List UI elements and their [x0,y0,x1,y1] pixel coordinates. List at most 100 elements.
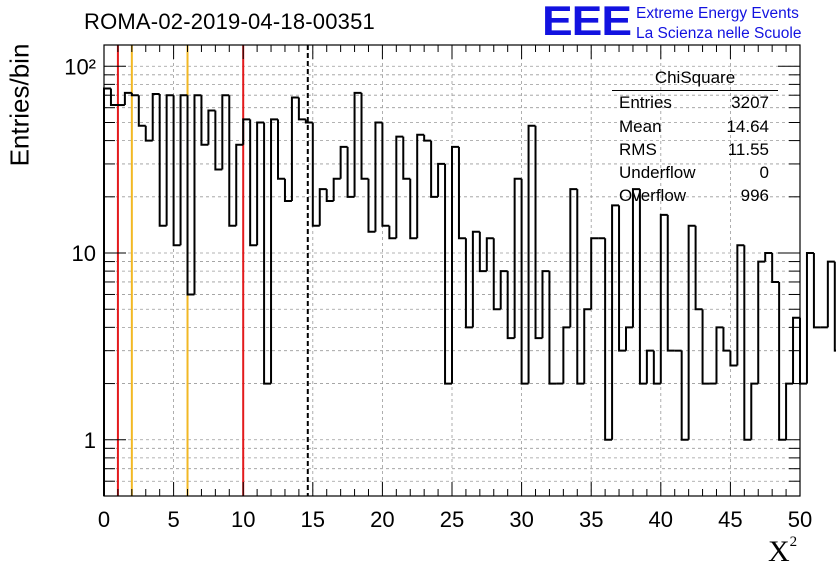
histogram-bin [645,349,654,384]
y-tick-label: 10 [72,241,96,266]
histogram-bin [283,178,292,202]
histogram-bin [290,96,299,201]
stats-row-mean: Mean 14.64 [619,117,769,137]
histogram-bin [311,122,320,227]
histogram-bin [277,119,285,180]
stats-divider [612,90,778,91]
histogram-bin [353,91,362,197]
histogram-bin [172,95,181,247]
stats-value: 3207 [731,93,769,112]
stats-row-underflow: Underflow 0 [619,163,769,183]
histogram-bin [548,271,557,385]
x-tick-label: 40 [649,507,673,532]
histogram-bin [318,188,327,226]
x-tick-label: 35 [579,507,603,532]
histogram-bin [214,110,223,171]
stats-value: 0 [759,163,769,182]
x-tick-label: 5 [167,507,179,532]
histogram-bin [388,225,397,240]
histogram-bin [444,163,452,385]
x-tick-label: 25 [440,507,464,532]
histogram-bin [569,188,578,328]
histogram-bin [499,270,508,310]
histogram-bin [228,95,237,227]
histogram-bin [520,178,529,385]
histogram-bin [304,119,313,124]
histogram-bin [242,118,251,145]
histogram-bin [659,213,668,384]
histogram-bin [625,326,633,351]
histogram-bin [534,125,543,340]
x-axis-label: X2 [768,534,798,568]
histogram-bin [485,237,494,272]
histogram-bin [395,135,404,239]
histogram-bin [687,224,696,440]
histogram-bin [743,245,752,441]
histogram-bin [430,140,439,198]
histogram-bin [652,350,661,385]
histogram-bin [471,230,480,328]
x-tick-label: 30 [509,507,533,532]
histogram-bin [416,133,425,239]
stats-label: Entries [619,93,672,112]
stats-label: Underflow [619,163,696,182]
histogram-bin [506,271,515,340]
histogram-bin [130,92,139,97]
histogram-bin [833,261,836,352]
histogram-bin [325,189,334,202]
histogram-bin [541,270,550,339]
histogram-bin [604,238,613,441]
histogram-bin [186,95,195,296]
histogram-bin [256,121,265,246]
histogram-bin [297,97,306,121]
histogram-bin [492,238,501,311]
x-tick-label: 45 [718,507,742,532]
histogram-bin [109,88,118,107]
histogram-bin [457,146,466,240]
brand-line-1: Extreme Energy Events [636,5,799,22]
stats-row-entries: Entries 3207 [619,93,769,113]
histogram-bin [409,178,418,240]
histogram-bin [346,146,355,198]
histogram-bin [694,225,703,311]
histogram-bin [736,244,745,366]
stats-row-overflow: Overflow 996 [619,186,769,206]
histogram-bin [638,189,647,385]
histogram-bin [137,95,146,127]
brand-line-2: La Scienza nelle Scuole [636,25,802,42]
stats-row-rms: RMS 11.55 [619,140,769,160]
histogram-bin [144,125,153,142]
histogram-bin [611,204,620,440]
stats-label: Overflow [619,186,687,205]
histogram-bin [478,231,487,273]
histogram-bin [402,136,411,180]
y-axis-ticks: 1 10 10² [64,54,800,497]
histogram-bin [437,162,446,197]
histogram-bin [590,237,599,310]
histogram-bin [771,253,780,283]
x-tick-label: 50 [788,507,812,532]
run-title: ROMA-02-2019-04-18-00351 [84,9,375,34]
histogram-bin [778,281,787,441]
histogram-bin [729,350,738,367]
histogram-bin [339,145,348,179]
stats-value: 996 [740,186,769,205]
histogram-bin [562,326,571,384]
marker-lines [116,45,309,496]
histogram-bin [374,121,383,232]
histogram-bin [513,177,522,339]
histogram-bin [332,177,341,201]
x-tick-label: 15 [301,507,325,532]
histogram-bin [381,122,390,227]
x-tick-label: 10 [231,507,255,532]
histogram-bin [583,308,592,384]
histogram-bin [193,94,202,295]
stats-label: Mean [619,117,662,136]
histogram-bin [123,91,132,106]
histogram-bin [263,122,272,385]
stats-value: 14.64 [726,117,769,136]
histogram-bin [207,109,216,145]
histogram-bin [785,382,794,440]
histogram-bin [270,118,278,384]
